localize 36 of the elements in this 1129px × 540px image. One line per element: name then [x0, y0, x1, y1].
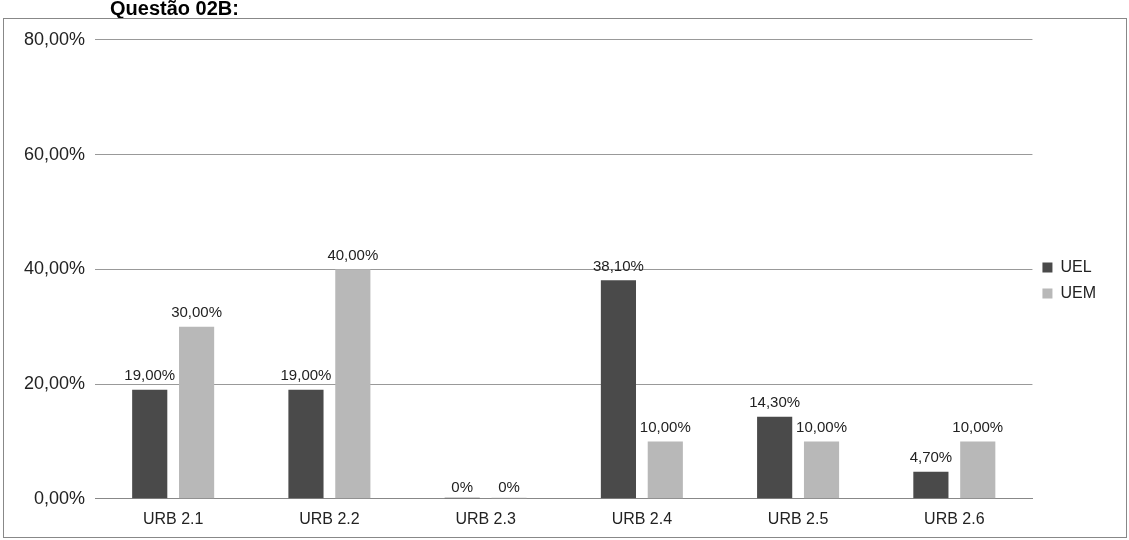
data-label: 40,00%: [327, 245, 379, 263]
data-label: 10,00%: [639, 418, 691, 436]
legend-label: UEL: [1060, 257, 1092, 275]
x-tick-label: URB 2.3: [455, 509, 516, 527]
bar: [335, 269, 371, 499]
bar: [179, 326, 215, 499]
data-label: 0%: [451, 478, 474, 496]
y-tick-label: 0,00%: [34, 487, 86, 508]
bar: [757, 416, 793, 499]
x-tick-label: URB 2.5: [767, 509, 829, 527]
data-label: 10,00%: [796, 418, 847, 436]
bar: [132, 389, 168, 499]
data-label: 0%: [498, 478, 520, 496]
x-tick-label: URB 2.6: [924, 509, 985, 527]
x-tick-label: URB 2.1: [142, 509, 204, 527]
bar: [647, 441, 683, 499]
legend-label: UEM: [1060, 283, 1097, 301]
x-tick-label: URB 2.4: [611, 509, 673, 527]
bar: [913, 471, 949, 499]
y-tick-label: 60,00%: [23, 143, 86, 164]
chart-title: Questão 02B:: [110, 0, 239, 20]
bar: [960, 441, 996, 499]
y-tick-label: 20,00%: [23, 373, 86, 394]
data-label: 4,70%: [909, 448, 953, 466]
x-tick-label: URB 2.2: [299, 509, 360, 527]
data-label: 38,10%: [592, 256, 644, 274]
data-label: 19,00%: [124, 366, 176, 384]
bar: [288, 389, 324, 499]
y-tick-label: 80,00%: [23, 28, 86, 49]
data-label: 10,00%: [952, 418, 1004, 436]
bar: [803, 441, 840, 499]
data-label: 14,30%: [749, 393, 801, 411]
data-label: 19,00%: [280, 366, 332, 384]
data-label: 30,00%: [171, 303, 223, 321]
bar: [600, 280, 637, 499]
y-tick-label: 40,00%: [23, 258, 86, 279]
